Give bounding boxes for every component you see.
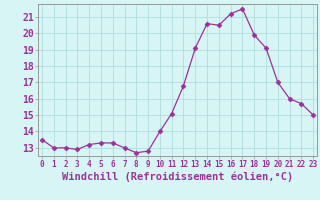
X-axis label: Windchill (Refroidissement éolien,°C): Windchill (Refroidissement éolien,°C) [62, 172, 293, 182]
